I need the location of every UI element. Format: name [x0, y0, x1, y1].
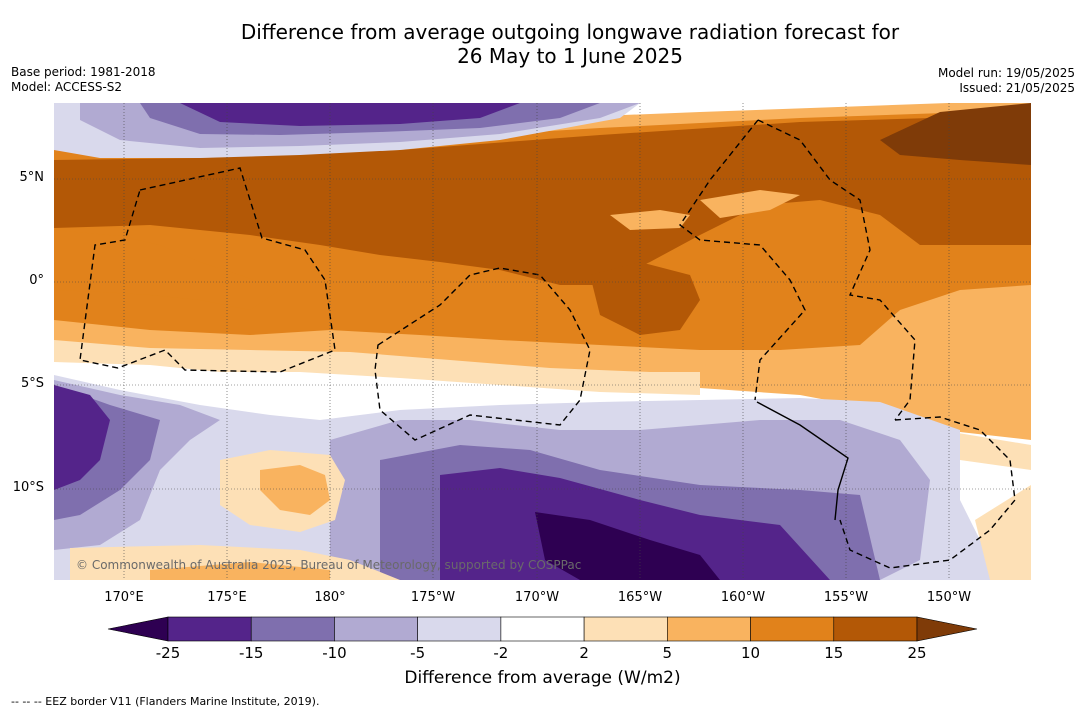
colorbar-bin [667, 616, 751, 642]
colorbar-extend-high [916, 616, 978, 642]
eez-border-6 [839, 416, 1016, 569]
eez-footnote: -- -- -- EEZ border V11 (Flanders Marine… [11, 695, 320, 708]
eez-border-1 [79, 167, 336, 373]
colorbar-level-label: -5 [410, 644, 426, 662]
field-neg-25-south [535, 512, 720, 580]
colorbar-bin [167, 616, 252, 642]
colorbar-level-label: -25 [155, 644, 181, 662]
eez-border-5 [756, 401, 849, 521]
colorbar-title: Difference from average (W/m2) [404, 668, 681, 688]
lon-tick-label: 170°W [514, 590, 560, 605]
field-pos-2 [54, 340, 700, 395]
colorbar-bin [750, 616, 835, 642]
colorbar-level-label: -2 [493, 644, 509, 662]
colorbar-bin [583, 616, 668, 642]
lon-tick-label: 165°W [617, 590, 663, 605]
graticule [54, 103, 1031, 580]
lon-tick-label: 175°E [207, 590, 247, 605]
field-neg-15-south [54, 385, 110, 490]
colorbar-extend-low [107, 616, 169, 642]
map-title: Difference from average outgoing longwav… [0, 20, 1085, 68]
lat-tick-label: 5°S [20, 376, 44, 391]
colorbar-level-label: -15 [238, 644, 264, 662]
meta-right: Model run: 19/05/2025 Issued: 21/05/2025 [938, 66, 1075, 96]
colorbar-level-label: -10 [322, 644, 347, 662]
field-pos-25 [880, 103, 1031, 165]
lat-tick-label: 10°S [12, 480, 44, 495]
field-neg-15-north [180, 103, 520, 126]
lon-tick-label: 170°E [104, 590, 144, 605]
lon-tick-label: 180° [314, 590, 346, 605]
colorbar-level-label: 5 [662, 644, 673, 662]
field-pos-10-west [54, 230, 280, 310]
lat-tick-label: 5°N [19, 170, 45, 185]
field-neg-15-south2 [440, 468, 830, 580]
map-field [54, 103, 1031, 580]
title-line-1: Difference from average outgoing longwav… [240, 20, 900, 44]
colorbar-bin [417, 616, 502, 642]
copyright-notice: © Commonwealth of Australia 2025, Bureau… [76, 558, 582, 572]
colorbar-bin [833, 616, 918, 642]
colorbar [107, 616, 978, 642]
field-pos-5-sw [150, 562, 330, 580]
meta-left: Base period: 1981-2018 Model: ACCESS-S2 [11, 65, 156, 95]
colorbar-level-label: 25 [907, 644, 927, 662]
eez-border-4 [679, 119, 806, 401]
model-name: Model: ACCESS-S2 [11, 80, 123, 94]
title-line-2: 26 May to 1 June 2025 [457, 44, 683, 68]
lon-tick-label: 175°W [410, 590, 456, 605]
base-period: Base period: 1981-2018 [11, 65, 156, 79]
eez-border-3 [757, 119, 916, 421]
field-pos-15 [54, 115, 1031, 285]
issued-date: Issued: 21/05/2025 [959, 81, 1075, 95]
colorbar-level-label: 2 [579, 644, 589, 662]
field-pos-5-patch [260, 465, 330, 515]
colorbar-bin [250, 616, 335, 642]
lon-tick-label: 160°W [720, 590, 766, 605]
field-pos-2-se [975, 485, 1031, 580]
colorbar-level-label: 10 [741, 644, 761, 662]
colorbar-bin [334, 616, 418, 642]
lon-tick-label: 155°W [823, 590, 869, 605]
model-run: Model run: 19/05/2025 [937, 66, 1075, 80]
field-pos-15-blob [590, 262, 700, 335]
field-pos-10-patch [610, 210, 690, 230]
lat-tick-label: 0° [29, 273, 44, 288]
colorbar-bin [500, 616, 585, 642]
colorbar-level-label: 15 [824, 644, 844, 662]
eez-border-2 [374, 267, 591, 441]
field-pos-10-patch2 [700, 190, 800, 218]
lon-tick-label: 150°W [926, 590, 972, 605]
